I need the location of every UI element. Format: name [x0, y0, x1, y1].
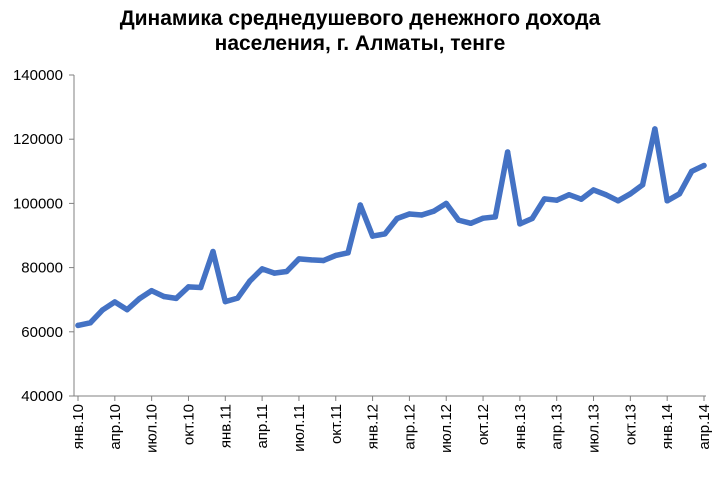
- y-tick-label: 120000: [13, 131, 63, 148]
- data-point: [480, 215, 486, 221]
- data-point: [689, 168, 695, 174]
- data-point: [296, 256, 302, 262]
- data-point: [578, 196, 584, 202]
- data-point: [161, 293, 167, 300]
- data-point: [283, 268, 290, 275]
- data-point: [529, 215, 535, 222]
- data-point: [652, 126, 658, 132]
- x-tick-label: окт.13: [622, 404, 639, 445]
- x-tick-label: янв.13: [512, 404, 529, 449]
- series-line: [75, 126, 707, 329]
- data-point: [222, 298, 228, 305]
- data-point: [517, 221, 523, 227]
- x-tick-label: июл.12: [438, 404, 455, 453]
- data-point: [603, 192, 609, 198]
- data-point: [443, 200, 449, 207]
- data-point: [357, 202, 364, 208]
- data-point: [541, 196, 548, 202]
- data-point: [75, 322, 81, 329]
- data-point: [136, 296, 143, 302]
- data-point: [185, 284, 192, 290]
- x-tick-label: апр.10: [107, 404, 124, 450]
- data-point: [271, 270, 278, 276]
- x-tick-label: апр.13: [549, 404, 566, 450]
- x-tick-label: июл.10: [144, 404, 161, 453]
- data-point: [664, 198, 670, 204]
- data-point: [173, 295, 179, 302]
- data-point: [504, 149, 511, 155]
- data-point: [112, 299, 118, 305]
- data-point: [554, 197, 560, 203]
- data-point: [87, 320, 93, 326]
- data-point: [320, 257, 327, 264]
- data-point: [210, 248, 216, 255]
- x-tick-label: апр.11: [254, 404, 271, 449]
- data-point: [615, 198, 621, 204]
- chart-title-line-2: населения, г. Алматы, тенге: [215, 32, 506, 55]
- x-tick-label: июл.13: [586, 404, 603, 453]
- x-tick-label: июл.11: [291, 404, 308, 452]
- data-point: [308, 257, 314, 263]
- y-tick-label: 140000: [13, 67, 63, 84]
- data-point: [566, 192, 572, 198]
- x-tick-label: окт.10: [180, 404, 197, 445]
- x-tick-label: апр.14: [696, 404, 713, 450]
- y-axis: 40000 60000 80000 100000 120000 140000: [13, 67, 75, 405]
- series-group: [75, 126, 707, 329]
- x-axis: янв.10 апр.10 июл.10 окт.10 янв.11 апр.11 июл.…: [70, 395, 713, 453]
- data-point: [247, 278, 253, 284]
- x-tick-label: апр.12: [401, 404, 418, 450]
- y-tick-label: 100000: [13, 195, 63, 212]
- data-point: [676, 191, 683, 197]
- data-point: [148, 288, 155, 294]
- x-tick-label: янв.11: [217, 404, 234, 448]
- data-point: [259, 266, 265, 272]
- data-point: [627, 191, 634, 197]
- data-point: [345, 250, 351, 256]
- data-point: [333, 252, 339, 259]
- y-tick-label: 80000: [21, 260, 63, 277]
- y-tick-label: 60000: [21, 324, 63, 341]
- data-point: [394, 215, 400, 222]
- x-tick-label: окт.11: [328, 404, 345, 444]
- data-point: [99, 307, 106, 313]
- data-point: [369, 233, 376, 239]
- data-point: [406, 211, 413, 217]
- data-point: [639, 182, 646, 188]
- x-tick-label: янв.12: [365, 404, 382, 449]
- data-point: [468, 220, 474, 227]
- data-point: [234, 295, 241, 301]
- y-tick-label: 40000: [21, 388, 63, 405]
- data-point: [198, 284, 204, 291]
- data-point: [124, 306, 130, 313]
- x-tick-label: янв.10: [70, 404, 87, 449]
- chart-title-line-1: Динамика среднедушевого денежного дохода: [120, 7, 601, 30]
- data-point: [455, 217, 462, 223]
- data-point: [382, 231, 388, 237]
- data-point: [701, 162, 707, 169]
- data-point: [492, 214, 499, 220]
- data-point: [590, 187, 597, 193]
- x-tick-label: окт.12: [475, 404, 492, 445]
- x-tick-label: янв.14: [659, 404, 676, 449]
- data-point: [431, 208, 437, 214]
- data-point: [418, 212, 425, 218]
